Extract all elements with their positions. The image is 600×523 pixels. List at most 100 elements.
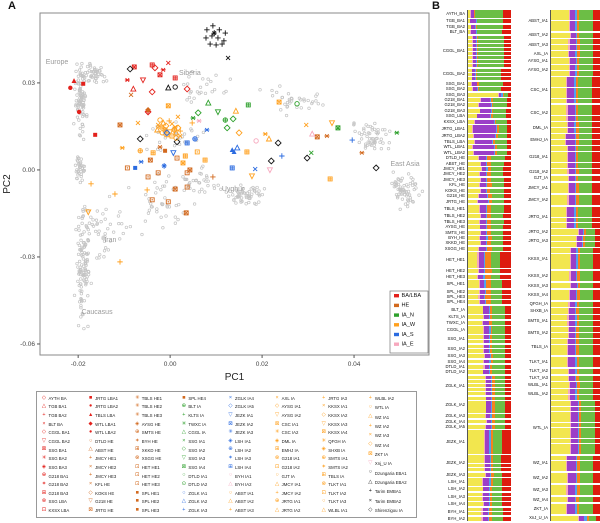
admixture-bar [551,466,600,472]
admixture-label-group: KKSX_IA4 [513,290,550,301]
admixture-segment-orange [490,442,493,446]
admixture-segment-yellow [551,98,566,104]
admixture-label-group: BYH_IA2 [430,516,467,521]
admixture-segment-purple [566,503,576,509]
admixture-segment-pink [567,315,569,321]
admixture-label-group: KXSX_LBA [430,119,467,124]
admixture-segment-pink [482,305,484,310]
admixture-segment-red [504,396,511,401]
admixture-segment-green [494,396,505,401]
symbol-glyph: + [322,394,326,401]
admixture-row-label: KKSX_IA4 [528,291,548,297]
admixture-row-label: KKSX_IA3 [528,282,548,288]
legend-item-label: AYSG IA2 [281,413,301,419]
admixture-segment-red [592,188,600,194]
admixture-bar [551,401,600,407]
admixture-segment-blue [491,400,493,405]
admixture-segment-red [592,315,600,321]
legend-item-label: WTL LBA1 [95,421,116,427]
admixture-segment-green [492,467,502,472]
admixture-segment-pink [565,455,568,461]
admixture-segment-green [478,55,505,60]
admixture-segment-yellow [468,14,471,18]
admixture-segment-blue [575,509,577,515]
admixture-segment-pink [568,15,570,21]
admixture-segment-purple [480,161,487,166]
admixture-segment-yellow [551,122,568,128]
admixture-segment-green [491,214,504,219]
admixture-segment-red [503,209,511,213]
admixture-segment-green [578,375,593,381]
pca-point [151,64,159,72]
symbol-glyph: ◆ [88,420,93,427]
legend-item-label: WLBL IA1 [328,508,348,514]
admixture-segment-yellow [551,375,569,381]
admixture-segment-blue [575,70,577,76]
y-tick-label: 0.00 [22,167,35,174]
admixture-segment-red [504,387,511,392]
legend-item-label: ABST IA2 [235,499,254,505]
admixture-segment-pink [478,183,480,188]
admixture-segment-orange [490,482,494,486]
admixture-segment-pink [485,400,487,405]
admixture-segment-orange [487,156,491,161]
admixture-segment-orange [577,295,581,301]
admixture-segment-green [477,24,504,29]
admixture-segment-yellow [468,434,485,438]
admixture-segment-purple [479,156,487,161]
admixture-segment-yellow [468,280,479,284]
admixture-row-label: HET_HE1 [446,257,465,263]
symbol-glyph: ⊠ [274,420,280,427]
admixture-segment-blue [496,129,498,133]
admixture-segment-pink [568,389,570,395]
pca-point [133,165,138,170]
admixture-row-label: AXL_IA [533,50,548,56]
admixture-segment-orange [575,194,579,200]
admixture-segment-red [592,206,600,212]
admixture-segment-red [592,339,600,345]
legend-swatch [394,294,399,298]
admixture-segment-blue [575,389,577,395]
legend-item-label: JEZK IA2 [235,421,254,427]
admixture-segment-purple [568,194,575,200]
admixture-segment-pink [480,241,482,246]
admixture-segment-red [503,511,511,516]
admixture-bar [551,295,600,301]
symbol-glyph: ▽ [88,498,93,505]
legend-item-label: HET HE1 [141,464,160,470]
admixture-segment-green [492,359,505,364]
symbol-glyph: ◈ [41,463,47,470]
admixture-group [551,58,600,64]
admixture-label-group: WLBL_IA1 [513,382,550,387]
admixture-segment-green [492,496,503,501]
admixture-segment-green [490,177,504,182]
admixture-segment-green [578,134,593,140]
admixture-segment-pink [485,383,487,388]
admixture-row-label: G218_BA1 [444,96,466,102]
legend-column: ✳ TBLS HE1 ✳ TBLS HE2 ✳ TBLS HE3 ◈ AYSG HE ⊕ SMTS… [134,394,181,515]
admixture-segment-blue [578,417,580,423]
admixture-group [468,92,511,97]
admixture-label-group: WTL_IA [513,401,550,454]
admixture-label-group: ZKT_IA [513,504,550,515]
admixture-segment-purple [569,20,576,26]
admixture-segment-purple [569,289,576,295]
admixture-segment-yellow [468,76,472,81]
pca-point [68,85,73,91]
pca-point [229,115,237,123]
admixture-segment-pink [483,459,486,464]
admixture-bar [468,409,511,413]
admixture-row-label: DML_IA [532,124,548,130]
admixture-segment-blue [578,411,580,417]
admixture-segment-blue [487,511,490,516]
admixture-segment-purple [569,368,576,375]
legend-item: × BLT BA [41,420,88,429]
admixture-segment-purple [569,39,576,45]
admixture-segment-yellow [468,39,473,44]
admixture-segment-blue [575,344,576,350]
legend-entry-label: IA_E [402,342,414,348]
admixture-segment-purple [567,466,576,472]
admixture-segment-red [508,92,511,97]
admixture-segment-yellow [551,320,568,326]
